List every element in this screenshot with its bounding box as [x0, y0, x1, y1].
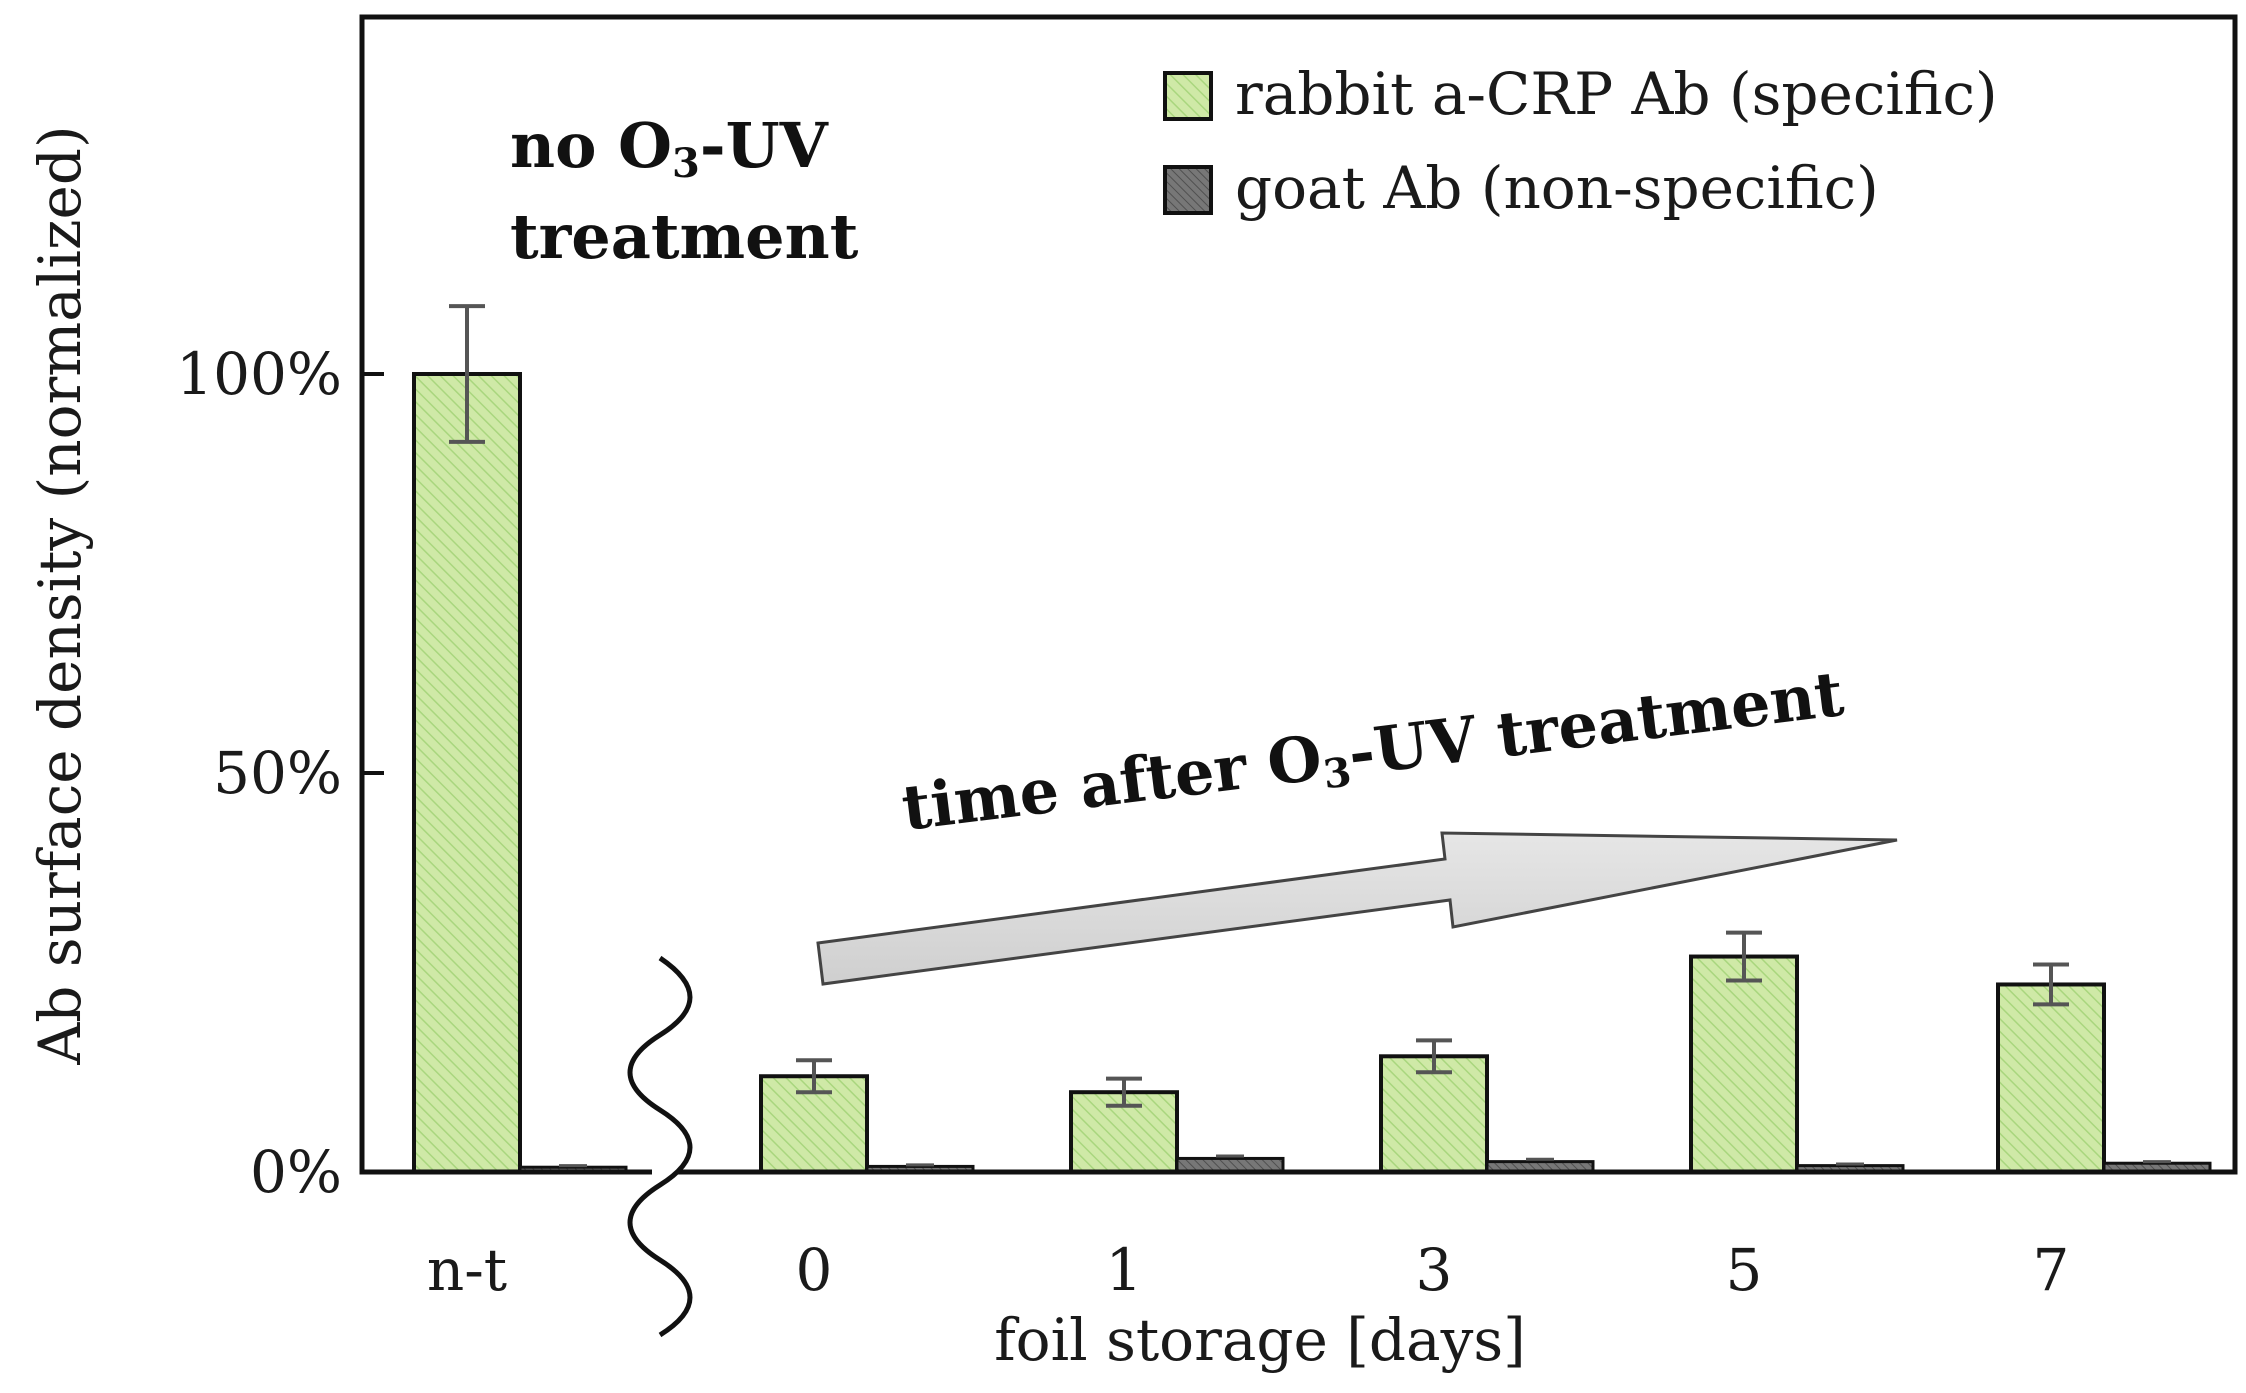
x-tick-label-n-t: n-t [427, 1236, 507, 1304]
svg-text:time after O3-UV treatment: time after O3-UV treatment [898, 657, 1848, 850]
x-tick-label-7: 7 [2033, 1236, 2070, 1304]
bar-rabbit-3 [1379, 1054, 1489, 1175]
x-tick-label-1: 1 [1106, 1236, 1143, 1304]
annotation-time-after-part-b: -UV treatment [1344, 657, 1847, 790]
legend: rabbit a-CRP Ab (specific) goat Ab (non-… [1163, 60, 1998, 222]
annotation-no-treatment-part-a: no O [510, 109, 672, 182]
y-tick-label-1: 50% [213, 739, 342, 807]
y-tick-label-2: 100% [176, 340, 342, 408]
legend-swatch-goat [1163, 165, 1213, 215]
bar-rabbit-n-t [412, 372, 522, 1174]
time-arrow-shape [816, 831, 1898, 986]
legend-swatch-rabbit [1163, 71, 1213, 121]
x-axis-title: foil storage [days] [994, 1306, 1526, 1374]
annotation-time-after-part-a: time after O [898, 721, 1326, 845]
annotation-time-after-subscript: 3 [1321, 748, 1354, 798]
x-tick-label-5: 5 [1726, 1236, 1763, 1304]
axis-break-wavy-line [627, 955, 693, 1338]
annotation-no-treatment: no O3-UV treatment [510, 109, 859, 273]
legend-label-goat: goat Ab (non-specific) [1235, 154, 1879, 222]
x-axis-tick-labels: n-t 0 1 3 5 7 [427, 1236, 2070, 1304]
bar-rabbit-5 [1689, 954, 1799, 1174]
annotation-no-treatment-part-b: -UV [700, 109, 829, 182]
annotation-no-treatment-line2: treatment [510, 200, 859, 273]
annotation-no-treatment-subscript: 3 [672, 140, 700, 187]
bar-rabbit-7 [1996, 982, 2106, 1174]
y-axis-ticks: 0% 50% 100% [176, 340, 384, 1206]
annotation-time-after: time after O3-UV treatment [898, 657, 1848, 850]
x-tick-label-3: 3 [1416, 1236, 1453, 1304]
svg-text:no O3-UV: no O3-UV [510, 109, 829, 187]
bars-group [362, 304, 2235, 1175]
x-tick-label-0: 0 [796, 1236, 833, 1304]
y-axis-title: Ab surface density (normalized) [26, 125, 94, 1065]
y-tick-label-0: 0% [250, 1138, 342, 1206]
legend-label-rabbit: rabbit a-CRP Ab (specific) [1235, 60, 1998, 128]
